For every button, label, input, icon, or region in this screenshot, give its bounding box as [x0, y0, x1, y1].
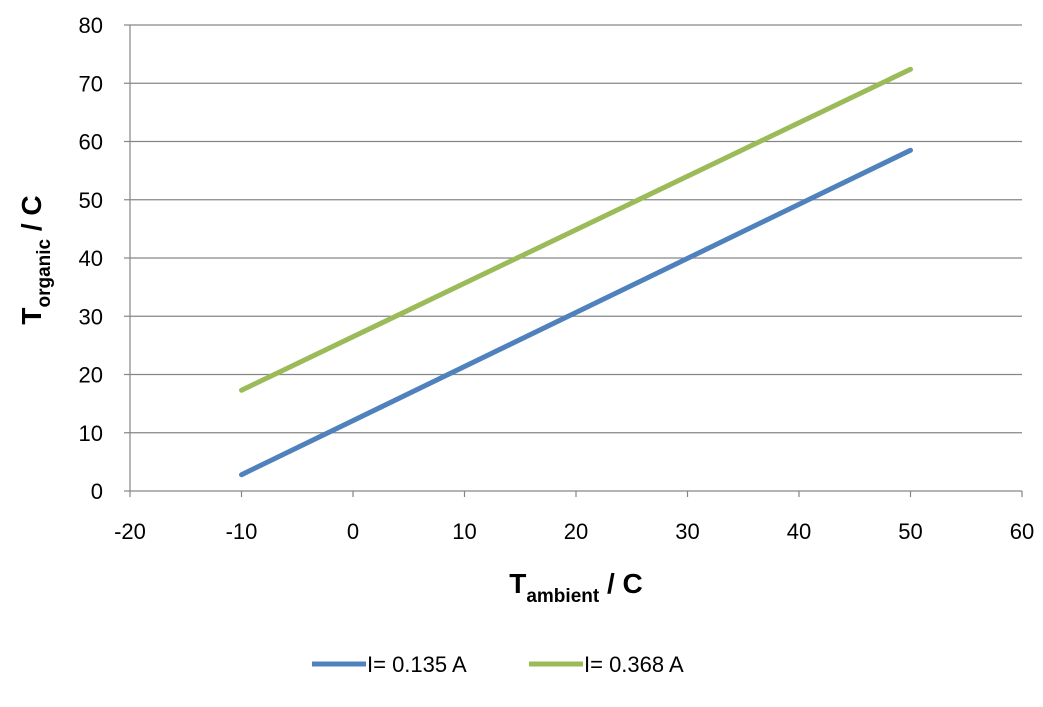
x-tick-label: 20 [564, 519, 588, 544]
x-tick-label: 50 [898, 519, 922, 544]
axes [124, 24, 1023, 497]
series-line-2 [239, 66, 913, 393]
y-tick-label: 0 [91, 479, 103, 504]
x-tick-label: 30 [675, 519, 699, 544]
y-tick-label: 10 [79, 421, 103, 446]
y-tick-label: 50 [79, 188, 103, 213]
x-tick-label: 10 [452, 519, 476, 544]
y-axis-title: Torganic / C [16, 195, 55, 324]
y-tick-label: 60 [79, 130, 103, 155]
x-tick-label: -10 [226, 519, 258, 544]
y-tick-label: 40 [79, 246, 103, 271]
y-tick-label: 20 [79, 363, 103, 388]
x-tick-label: -20 [114, 519, 146, 544]
legend-label-1: I= 0.135 A [367, 652, 467, 677]
y-tick-label: 70 [79, 71, 103, 96]
y-tick-label: 80 [79, 13, 103, 38]
legend: I= 0.135 A I= 0.368 A [312, 652, 684, 677]
legend-label-2: I= 0.368 A [584, 652, 684, 677]
series-line-1 [239, 147, 913, 478]
y-tick-label: 30 [79, 304, 103, 329]
x-tick-label: 0 [347, 519, 359, 544]
x-axis-title: Tambient / C [509, 568, 643, 607]
x-tick-label: 40 [787, 519, 811, 544]
tick-labels: 0 10 20 30 40 50 60 70 80 -20 -10 0 10 20 30 40 50 60 [79, 13, 1035, 544]
series-lines [239, 66, 913, 478]
x-tick-label: 60 [1010, 519, 1034, 544]
